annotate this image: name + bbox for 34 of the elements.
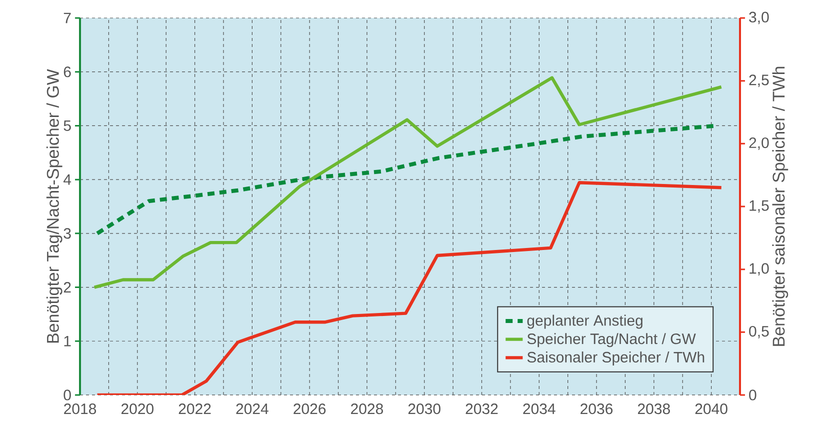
x-tick-label: 2024 (236, 404, 268, 414)
y-tick-label: 1 (64, 336, 71, 346)
y-tick-label: 4 (63, 174, 72, 185)
y-tick-label: 5 (64, 120, 71, 131)
y-tick-label: 6 (64, 66, 71, 78)
y-axis-title: Benötigter Tag/Nacht-Speicher / GW (46, 69, 62, 343)
y-tick-label: 3 (64, 228, 71, 239)
y-tick-label: 2 (64, 282, 71, 293)
y2-tick-label: 3,0 (749, 12, 769, 24)
line-series (92, 76, 723, 289)
x-tick-label: 2018 (64, 404, 96, 414)
y2-tick-label: 2,5 (749, 74, 769, 88)
x-tick-label: 2038 (638, 404, 670, 414)
y2-tick-label: 0 (749, 390, 756, 400)
legend-label: Saisonaler Speicher / TWh (527, 352, 704, 366)
x-tick-label: 2026 (294, 404, 326, 414)
x-tick-label: 2036 (580, 404, 613, 414)
y2-axis-title: Benötigter saisonaler Speicher / TWh (772, 66, 788, 346)
line-series (96, 181, 723, 395)
y-tick-label: 0 (64, 390, 71, 400)
x-tick-label: 2034 (523, 404, 556, 414)
y2-tick-label: 2,0 (749, 137, 769, 150)
x-tick-label: 2032 (466, 404, 498, 414)
y2-tick-label: 1,5 (750, 200, 769, 213)
x-tick-label: 2022 (178, 404, 211, 414)
y2-tick-label: 1,0 (750, 263, 769, 276)
x-tick-label: 2040 (695, 404, 728, 414)
legend-label: geplanter Anstieg (527, 314, 642, 329)
x-tick-label: 2028 (351, 404, 383, 414)
x-tick-label: 2030 (408, 404, 440, 414)
y2-tick-label: 0,5 (749, 326, 769, 338)
legend-label: Speicher Tag/Nacht / GW (527, 333, 696, 348)
y-tick-label: 7 (64, 12, 71, 24)
x-tick-label: 2020 (121, 404, 154, 414)
